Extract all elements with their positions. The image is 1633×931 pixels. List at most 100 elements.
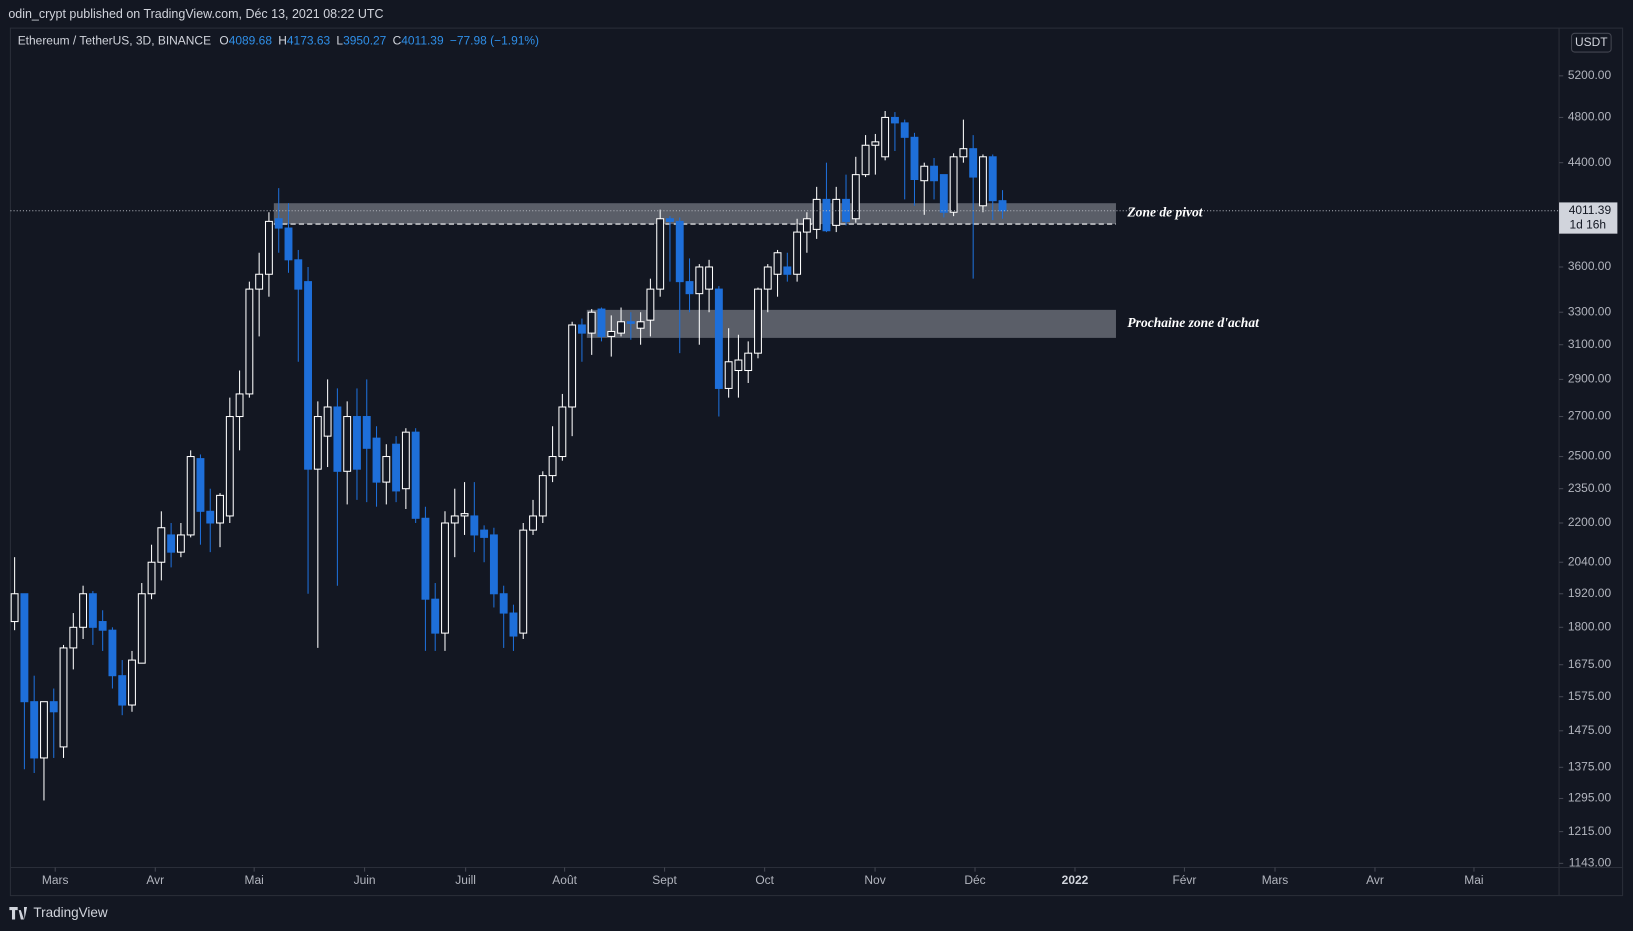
y-tick-label: 2500.00 [1568, 449, 1612, 463]
frame [9, 27, 1624, 897]
candle-body [939, 174, 948, 213]
candle-body [656, 218, 665, 290]
candle-body [646, 288, 655, 321]
legend-item: H [278, 34, 287, 48]
legend-item: 3950.27 [343, 34, 387, 48]
zone [586, 309, 1116, 338]
candle-body [313, 416, 322, 470]
candle-body [167, 534, 176, 553]
candle-body [401, 431, 410, 490]
candle-body [793, 231, 802, 275]
last-price-label: 4011.39 [1569, 203, 1612, 217]
footer-brand: TradingView [33, 905, 108, 920]
candle-body [304, 281, 312, 470]
candle-body [128, 659, 136, 706]
candle-body [988, 156, 997, 202]
candle-body [40, 701, 48, 759]
zone-label: Zone de pivot [1126, 205, 1203, 220]
candle-body [636, 321, 645, 329]
candle-body [206, 510, 215, 524]
candle-body [529, 515, 537, 531]
legend-item: 4011.39 [401, 34, 444, 48]
candle-body [49, 701, 58, 713]
candle-body [480, 529, 489, 538]
byline: odin_crypt published on TradingView.com,… [8, 7, 383, 21]
candle-body [626, 321, 635, 324]
candle-body [861, 144, 870, 176]
candle-body [196, 458, 205, 512]
candle-body [69, 626, 78, 649]
currency-box[interactable] [1571, 32, 1612, 53]
candle-body [411, 431, 420, 519]
candle-body [264, 220, 273, 275]
legend-header: Ethereum / TetherUS, 3D, BINANCE O4089.68… [18, 34, 539, 48]
y-tick-label: 1375.00 [1568, 759, 1612, 773]
y-tick-label: 1475.00 [1568, 723, 1612, 737]
candle-body [499, 593, 508, 614]
candle-body [216, 494, 224, 524]
candle-body [979, 156, 987, 207]
x-tick-label: Juill [455, 873, 476, 887]
x-tick-label: Sept [652, 873, 677, 887]
candle-body [176, 534, 185, 553]
last-price-box [1559, 202, 1618, 234]
candle-body [255, 273, 264, 290]
x-tick-label: Nov [864, 873, 885, 887]
zone [273, 203, 1116, 225]
candle-body [705, 266, 714, 290]
y-tick-label: 2200.00 [1568, 515, 1612, 529]
y-tick-label: 2350.00 [1568, 481, 1612, 495]
candle-body [802, 218, 811, 233]
candle-body [910, 136, 919, 181]
x-tick-label: Août [552, 873, 577, 887]
candle-body [607, 330, 616, 337]
candle-body [353, 416, 361, 470]
candle-body [568, 324, 577, 408]
y-tick-label: 1575.00 [1568, 689, 1612, 703]
candle-body [470, 515, 479, 536]
candle-body [734, 359, 743, 372]
candle-body [323, 406, 332, 437]
footer-logo [9, 907, 28, 920]
candle-body [343, 416, 352, 472]
candle-body [587, 311, 596, 334]
candle-body [98, 621, 107, 631]
candle-body [538, 475, 547, 517]
candle-body [900, 122, 909, 138]
candle-body [812, 198, 821, 230]
candle-body [20, 593, 29, 703]
candle-body [108, 629, 117, 677]
candle-body [431, 598, 440, 634]
x-tick-label: Mai [1464, 873, 1483, 887]
x-tick-label: 2022 [1062, 873, 1089, 887]
y-tick-label: 3600.00 [1568, 259, 1612, 273]
candle-body [421, 517, 430, 600]
y-tick-label: 1920.00 [1568, 586, 1612, 600]
candle-body [225, 416, 234, 517]
candle-body [333, 406, 342, 472]
candle-body [137, 593, 146, 664]
x-tick-label: Mai [245, 873, 264, 887]
candle-body [685, 281, 694, 295]
candle-body [274, 218, 283, 229]
y-tick-label: 1295.00 [1568, 791, 1612, 805]
legend-item: Ethereum / TetherUS, 3D, BINANCE [18, 34, 211, 48]
candle-body [773, 252, 782, 275]
candle-body [548, 456, 557, 477]
y-tick-label: 5200.00 [1568, 68, 1612, 82]
legend-item: C [393, 34, 402, 48]
x-tick-label: Avr [146, 873, 164, 887]
candle-body [382, 456, 391, 483]
candle-body [118, 675, 127, 706]
legend-item: 4089.68 [229, 34, 273, 48]
legend-item: 4173.63 [287, 34, 331, 48]
candle-body [763, 266, 772, 290]
y-tick-label: 3100.00 [1568, 337, 1612, 351]
candle-body [890, 116, 899, 124]
candle-body [577, 324, 586, 334]
y-tick-label: 4800.00 [1568, 110, 1612, 124]
legend-item: O [219, 34, 228, 48]
candle-body [695, 266, 704, 295]
candle-body [392, 443, 401, 492]
x-tick-label: Juin [354, 873, 376, 887]
